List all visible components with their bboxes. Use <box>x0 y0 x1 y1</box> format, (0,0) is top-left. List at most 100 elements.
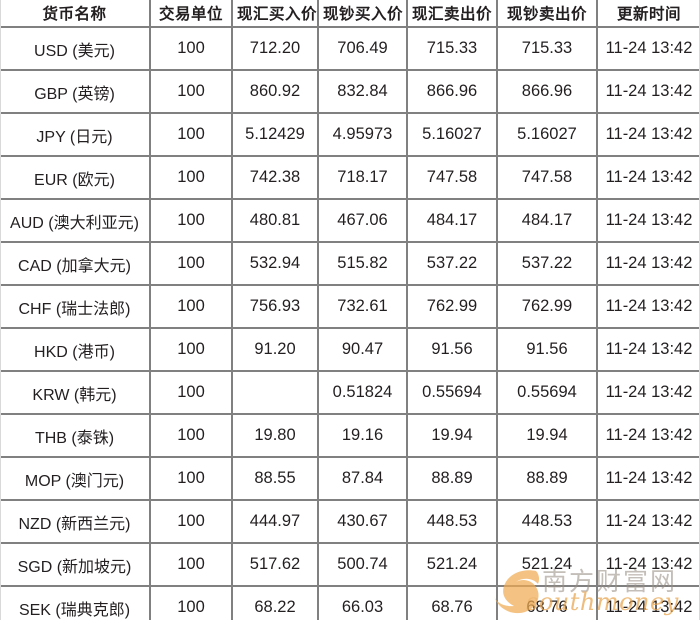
cell-time: 11-24 13:42 <box>597 199 700 243</box>
cell-sell_cash: 762.99 <box>497 285 598 329</box>
cell-time: 11-24 13:42 <box>597 457 700 501</box>
cell-buy_cash: 66.03 <box>318 586 408 620</box>
table-row: HKD (港币) 100 91.20 90.47 91.56 91.56 11-24 13:… <box>0 328 700 372</box>
cell-name: AUD (澳大利亚元) <box>0 199 151 243</box>
table-row: AUD (澳大利亚元) 100 480.81 467.06 484.17 484.17 11… <box>0 199 700 243</box>
table-row: MOP (澳门元) 100 88.55 87.84 88.89 88.89 11-24 13… <box>0 457 700 501</box>
column-header-sell_cash: 现钞卖出价 <box>497 0 598 28</box>
cell-buy_spot <box>232 371 319 415</box>
cell-buy_cash: 500.74 <box>318 543 408 587</box>
cell-sell_spot: 747.58 <box>407 156 498 200</box>
cell-sell_spot: 0.55694 <box>407 371 498 415</box>
cell-sell_cash: 521.24 <box>497 543 598 587</box>
cell-buy_spot: 517.62 <box>232 543 319 587</box>
cell-sell_spot: 88.89 <box>407 457 498 501</box>
cell-time: 11-24 13:42 <box>597 285 700 329</box>
column-header-buy_cash: 现钞买入价 <box>318 0 408 28</box>
cell-unit: 100 <box>150 414 233 458</box>
cell-unit: 100 <box>150 586 233 620</box>
cell-unit: 100 <box>150 199 233 243</box>
cell-unit: 100 <box>150 70 233 114</box>
cell-buy_cash: 706.49 <box>318 27 408 71</box>
cell-unit: 100 <box>150 371 233 415</box>
cell-name: JPY (日元) <box>0 113 151 157</box>
cell-buy_spot: 444.97 <box>232 500 319 544</box>
cell-sell_spot: 715.33 <box>407 27 498 71</box>
column-header-sell_spot: 现汇卖出价 <box>407 0 498 28</box>
cell-buy_spot: 88.55 <box>232 457 319 501</box>
table-row: THB (泰铢) 100 19.80 19.16 19.94 19.94 11-24 13:… <box>0 414 700 458</box>
cell-sell_spot: 537.22 <box>407 242 498 286</box>
table-header-row: 货币名称 交易单位 现汇买入价 现钞买入价 现汇卖出价 现钞卖出价 更新时间 <box>0 0 700 28</box>
cell-sell_spot: 762.99 <box>407 285 498 329</box>
table-row: KRW (韩元) 100 0.51824 0.55694 0.55694 11-24 13… <box>0 371 700 415</box>
cell-buy_spot: 91.20 <box>232 328 319 372</box>
cell-sell_spot: 521.24 <box>407 543 498 587</box>
cell-time: 11-24 13:42 <box>597 328 700 372</box>
cell-buy_cash: 19.16 <box>318 414 408 458</box>
column-header-buy_spot: 现汇买入价 <box>232 0 319 28</box>
cell-sell_spot: 5.16027 <box>407 113 498 157</box>
cell-buy_cash: 0.51824 <box>318 371 408 415</box>
cell-buy_spot: 480.81 <box>232 199 319 243</box>
cell-name: NZD (新西兰元) <box>0 500 151 544</box>
cell-unit: 100 <box>150 113 233 157</box>
cell-buy_cash: 732.61 <box>318 285 408 329</box>
cell-time: 11-24 13:42 <box>597 586 700 620</box>
table-header: 货币名称 交易单位 现汇买入价 现钞买入价 现汇卖出价 现钞卖出价 更新时间 <box>0 0 700 28</box>
cell-unit: 100 <box>150 27 233 71</box>
cell-sell_cash: 0.55694 <box>497 371 598 415</box>
cell-unit: 100 <box>150 156 233 200</box>
table-row: SGD (新加坡元) 100 517.62 500.74 521.24 521.24 11-… <box>0 543 700 587</box>
cell-sell_cash: 68.76 <box>497 586 598 620</box>
cell-buy_spot: 756.93 <box>232 285 319 329</box>
cell-sell_cash: 537.22 <box>497 242 598 286</box>
cell-buy_spot: 712.20 <box>232 27 319 71</box>
cell-sell_spot: 484.17 <box>407 199 498 243</box>
cell-buy_cash: 4.95973 <box>318 113 408 157</box>
cell-sell_spot: 91.56 <box>407 328 498 372</box>
table-row: EUR (欧元) 100 742.38 718.17 747.58 747.58 11-24… <box>0 156 700 200</box>
cell-sell_cash: 484.17 <box>497 199 598 243</box>
cell-sell_cash: 19.94 <box>497 414 598 458</box>
cell-buy_spot: 742.38 <box>232 156 319 200</box>
cell-time: 11-24 13:42 <box>597 500 700 544</box>
cell-sell_cash: 448.53 <box>497 500 598 544</box>
cell-name: THB (泰铢) <box>0 414 151 458</box>
cell-buy_spot: 68.22 <box>232 586 319 620</box>
cell-time: 11-24 13:42 <box>597 414 700 458</box>
cell-name: CHF (瑞士法郎) <box>0 285 151 329</box>
cell-name: KRW (韩元) <box>0 371 151 415</box>
cell-time: 11-24 13:42 <box>597 371 700 415</box>
cell-name: USD (美元) <box>0 27 151 71</box>
cell-sell_spot: 448.53 <box>407 500 498 544</box>
cell-sell_cash: 91.56 <box>497 328 598 372</box>
cell-buy_cash: 90.47 <box>318 328 408 372</box>
cell-time: 11-24 13:42 <box>597 113 700 157</box>
cell-buy_cash: 430.67 <box>318 500 408 544</box>
cell-sell_cash: 88.89 <box>497 457 598 501</box>
table-left-edge <box>0 0 1 620</box>
cell-buy_spot: 860.92 <box>232 70 319 114</box>
cell-sell_cash: 715.33 <box>497 27 598 71</box>
cell-time: 11-24 13:42 <box>597 70 700 114</box>
cell-buy_cash: 832.84 <box>318 70 408 114</box>
cell-sell_spot: 19.94 <box>407 414 498 458</box>
cell-name: SGD (新加坡元) <box>0 543 151 587</box>
table-row: GBP (英镑) 100 860.92 832.84 866.96 866.96 11-24… <box>0 70 700 114</box>
cell-name: EUR (欧元) <box>0 156 151 200</box>
column-header-time: 更新时间 <box>597 0 700 28</box>
table-row: NZD (新西兰元) 100 444.97 430.67 448.53 448.53 11-… <box>0 500 700 544</box>
cell-buy_spot: 532.94 <box>232 242 319 286</box>
cell-sell_spot: 866.96 <box>407 70 498 114</box>
cell-unit: 100 <box>150 328 233 372</box>
cell-sell_cash: 747.58 <box>497 156 598 200</box>
cell-unit: 100 <box>150 543 233 587</box>
cell-sell_spot: 68.76 <box>407 586 498 620</box>
cell-buy_cash: 467.06 <box>318 199 408 243</box>
cell-buy_cash: 718.17 <box>318 156 408 200</box>
cell-unit: 100 <box>150 500 233 544</box>
cell-unit: 100 <box>150 457 233 501</box>
